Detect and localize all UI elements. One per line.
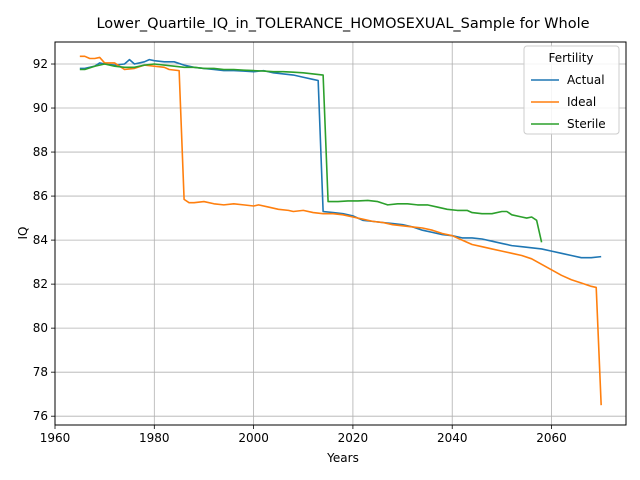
y-tick-label: 82 <box>33 277 48 291</box>
legend: Fertility Actual Ideal Sterile <box>523 45 620 135</box>
legend-box <box>523 45 620 135</box>
legend-label-sterile: Sterile <box>567 117 606 131</box>
series-line-ideal <box>79 55 602 406</box>
y-axis-label: IQ <box>16 227 30 240</box>
y-tick-label: 86 <box>33 189 48 203</box>
series-line-sterile <box>79 63 543 243</box>
x-axis-label: Years <box>326 451 359 465</box>
y-axis: 76 78 80 82 84 86 88 90 92 <box>33 57 55 423</box>
x-tick-label: 2040 <box>437 431 468 445</box>
y-tick-label: 90 <box>33 101 48 115</box>
x-tick-label: 1960 <box>40 431 71 445</box>
legend-label-ideal: Ideal <box>567 95 596 109</box>
series-layer <box>79 55 602 406</box>
legend-label-actual: Actual <box>567 73 605 87</box>
legend-title: Fertility <box>548 51 593 65</box>
grid-lines <box>54 42 626 425</box>
y-tick-label: 76 <box>33 409 48 423</box>
y-tick-label: 78 <box>33 365 48 379</box>
chart-title: Lower_Quartile_IQ_in_TOLERANCE_HOMOSEXUA… <box>96 16 589 32</box>
plot-area <box>54 41 627 426</box>
x-tick-label: 1980 <box>139 431 170 445</box>
legend-items: Actual Ideal Sterile <box>531 73 606 131</box>
x-axis: 1960 1980 2000 2020 2040 2060 <box>40 425 567 445</box>
y-tick-label: 92 <box>33 57 48 71</box>
x-tick-label: 2020 <box>338 431 369 445</box>
x-tick-label: 2000 <box>238 431 269 445</box>
y-tick-label: 84 <box>33 233 48 247</box>
y-tick-label: 80 <box>33 321 48 335</box>
series-line-actual <box>79 58 602 259</box>
x-tick-label: 2060 <box>536 431 567 445</box>
y-tick-label: 88 <box>33 145 48 159</box>
